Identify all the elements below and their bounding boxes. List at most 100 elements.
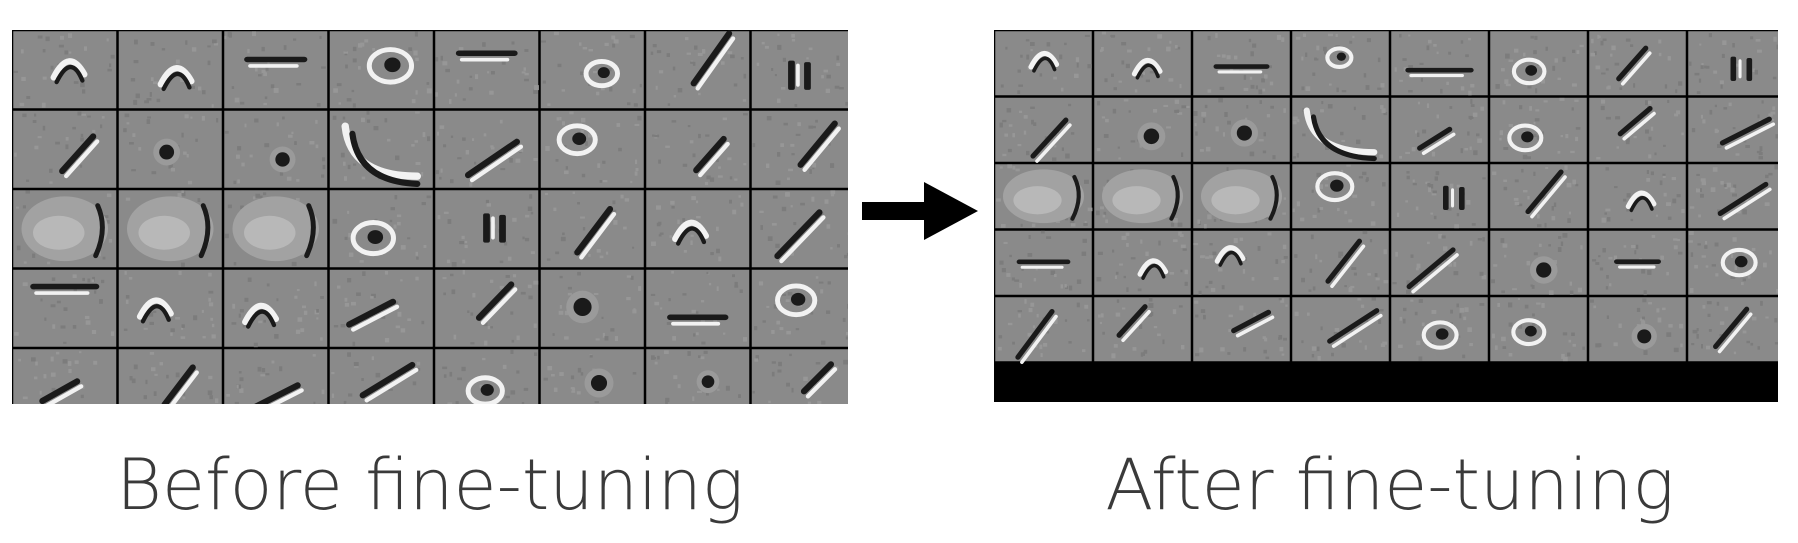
filter-texture (594, 401, 599, 404)
filter-texture (732, 209, 737, 215)
filter-texture (1664, 84, 1668, 89)
filter-texture (1557, 77, 1561, 80)
filter-texture (1318, 184, 1323, 189)
filter-texture (1720, 181, 1724, 185)
filter-texture (1561, 353, 1565, 359)
filter-texture (672, 336, 676, 341)
filter-texture (1526, 260, 1531, 266)
filter-texture (1625, 38, 1631, 42)
filter-texture (1418, 356, 1423, 361)
filter-texture (244, 123, 247, 128)
filter-texture (1691, 343, 1695, 346)
filter-texture (1448, 263, 1453, 267)
filter-texture (22, 282, 28, 287)
filter-texture (1560, 241, 1564, 246)
filter-texture (198, 86, 202, 91)
filter-grid-after (994, 30, 1778, 402)
filter-feature-ring (384, 57, 401, 73)
filter-texture (1420, 77, 1423, 82)
filter-texture (1606, 315, 1609, 319)
filter-texture (442, 366, 448, 370)
filter-texture (667, 103, 671, 106)
filter-texture (1382, 182, 1386, 187)
filter-texture (1265, 356, 1270, 360)
filter-texture (449, 99, 452, 104)
filter-texture (320, 337, 323, 341)
filter-texture (1019, 282, 1022, 288)
filter-texture (1222, 132, 1225, 137)
filter-texture (353, 362, 359, 367)
filter-texture (1754, 69, 1758, 75)
filter-texture (1302, 133, 1306, 137)
filter-texture (524, 78, 529, 82)
filter-texture (837, 244, 840, 248)
filter-texture (416, 256, 419, 260)
filter-texture (612, 200, 616, 205)
filter-feature-curve (1131, 57, 1163, 77)
filter-texture (1379, 154, 1384, 159)
filter-texture (1681, 132, 1684, 136)
filter-texture (734, 178, 738, 181)
filter-texture (421, 202, 426, 206)
filter-texture (1399, 33, 1402, 38)
filter-texture (358, 43, 363, 48)
filter-texture (1574, 99, 1579, 102)
filter-texture (45, 36, 50, 42)
filter-feature-stroke (161, 364, 196, 404)
filter-texture (352, 58, 357, 63)
filter-texture (1504, 254, 1507, 258)
filter-texture (1502, 346, 1507, 349)
filter-texture (148, 312, 154, 317)
filter-texture (343, 401, 346, 404)
filter-texture (1536, 135, 1539, 140)
filter-texture (51, 277, 56, 281)
filter-texture (1605, 68, 1609, 71)
filter-texture (1382, 341, 1388, 345)
filter-texture (195, 138, 198, 142)
filter-texture (1611, 45, 1616, 51)
filter-texture (1293, 156, 1296, 159)
filter-texture (597, 163, 601, 168)
filter-texture (511, 41, 515, 45)
filter-texture (1765, 316, 1769, 319)
filter-texture (1658, 39, 1662, 44)
filter-feature-stroke (364, 367, 419, 403)
filter-texture (224, 130, 229, 134)
filter-texture (1185, 105, 1190, 108)
filter-texture (1181, 345, 1185, 350)
filter-texture (1403, 307, 1407, 312)
filter-texture (1557, 151, 1561, 154)
filter-texture (1499, 130, 1503, 136)
filter-feature-pair (1746, 57, 1753, 81)
filter-texture (31, 357, 36, 362)
filter-texture (527, 284, 532, 289)
filter-texture (1494, 345, 1498, 350)
filter-texture (766, 305, 770, 308)
filter-texture (1179, 234, 1184, 237)
filter-texture (129, 376, 133, 381)
filter-texture (360, 42, 365, 47)
filter-texture (722, 117, 727, 121)
filter-texture (1030, 302, 1035, 307)
filter-texture (469, 182, 473, 187)
filter-texture (180, 77, 185, 82)
filter-texture (509, 158, 513, 163)
filter-texture (1272, 155, 1276, 160)
filter-texture (1476, 133, 1480, 137)
filter-texture (1365, 179, 1368, 183)
filter-texture (1717, 144, 1722, 148)
filter-tile-background (1391, 97, 1488, 162)
filter-texture (1659, 180, 1663, 186)
filter-texture (1449, 106, 1453, 109)
filter-texture (1704, 245, 1708, 249)
filter-texture (143, 327, 148, 330)
filter-texture (618, 147, 622, 152)
filter-texture (1636, 307, 1641, 312)
filter-texture (1541, 303, 1545, 308)
filter-texture (1707, 313, 1711, 317)
filter-tile (1391, 97, 1488, 162)
filter-texture (506, 150, 510, 153)
filter-texture (1415, 267, 1419, 271)
filter-texture (791, 33, 795, 38)
filter-feature-stroke (1331, 313, 1383, 348)
